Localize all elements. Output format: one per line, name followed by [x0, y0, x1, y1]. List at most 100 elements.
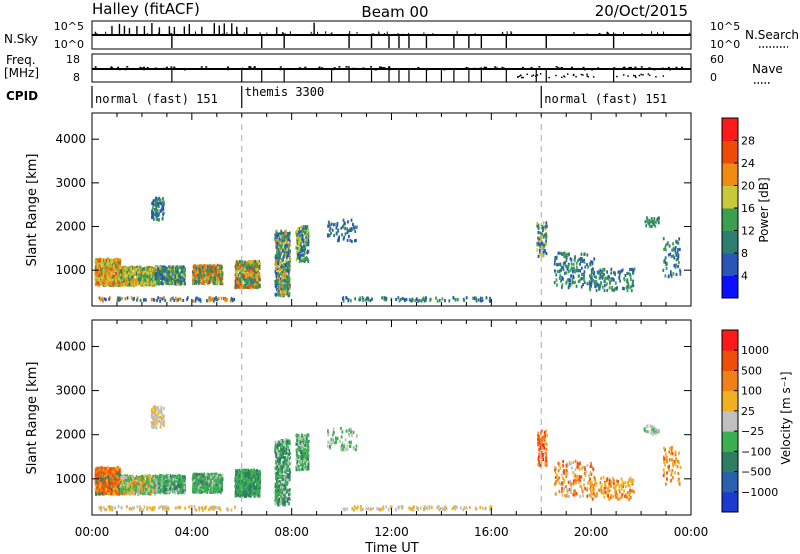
echo-cell	[94, 277, 97, 281]
echo-cell	[122, 266, 125, 270]
echo-cell	[117, 480, 120, 484]
echo-cell	[106, 469, 108, 473]
echo-cell	[590, 268, 593, 272]
echo-cell	[243, 276, 246, 281]
echo-cell	[647, 221, 650, 226]
echo-cell	[281, 258, 283, 262]
echo-cell	[253, 264, 256, 268]
echo-cell	[577, 280, 580, 284]
echo-cell	[569, 268, 572, 272]
echo-cell	[161, 272, 164, 276]
echo-cell	[288, 241, 291, 245]
echo-cell	[119, 471, 122, 475]
echo-cell	[101, 491, 104, 495]
echo-cell	[565, 255, 568, 260]
echo-cell	[255, 270, 258, 274]
freq-dot	[485, 66, 488, 69]
echo-cell	[158, 274, 161, 279]
freq-dot	[555, 66, 558, 68]
echo-cell	[352, 222, 354, 226]
echo-cell	[601, 270, 604, 274]
echo-cell	[544, 233, 546, 237]
echo-cell	[96, 484, 99, 488]
nsearch-label: N.Search	[745, 28, 799, 42]
echo-cell	[336, 223, 339, 228]
echo-cell	[94, 473, 97, 477]
echo-cell	[180, 273, 183, 277]
freq-dot	[679, 68, 682, 70]
echo-cell	[567, 286, 570, 290]
echo-cell	[283, 284, 286, 288]
echo-cell	[285, 283, 287, 287]
echo-cell	[198, 275, 200, 280]
echo-cell	[277, 276, 279, 280]
echo-cell	[239, 280, 242, 284]
echo-cell	[280, 287, 283, 291]
power-colorbar-tick-label: 24	[741, 157, 755, 170]
echo-cell	[205, 264, 207, 268]
echo-cell	[142, 267, 144, 271]
echo-cell	[539, 244, 542, 249]
echo-cell	[580, 252, 583, 256]
echo-cell	[145, 282, 148, 287]
echo-cell	[333, 222, 336, 227]
echo-cell	[108, 281, 111, 285]
echo-cell	[106, 269, 109, 273]
echo-cell	[106, 277, 109, 281]
echo-cell	[664, 248, 667, 252]
echo-cell	[630, 284, 633, 289]
echo-cell	[104, 466, 107, 471]
echo-cell	[101, 480, 104, 484]
echo-cell	[435, 296, 437, 300]
echo-cell	[221, 279, 224, 284]
echo-cell	[158, 197, 161, 201]
echo-cell	[542, 234, 545, 239]
echo-cell	[568, 283, 571, 287]
echo-cell	[241, 280, 244, 284]
echo-cell	[251, 267, 254, 272]
nave-dot	[642, 74, 644, 76]
echo-cell	[129, 273, 132, 278]
echo-cell	[171, 280, 174, 284]
freq-dot	[94, 66, 97, 68]
echo-cell	[385, 296, 388, 301]
echo-cell	[355, 225, 358, 229]
echo-cell	[342, 224, 345, 228]
echo-cell	[595, 275, 597, 279]
echo-cell	[575, 269, 578, 273]
echo-cell	[106, 274, 109, 278]
echo-cell	[164, 280, 167, 284]
freq-dot	[634, 66, 637, 69]
echo-cell	[657, 221, 660, 225]
echo-cell	[284, 270, 286, 274]
echo-cell	[245, 273, 248, 277]
echo-cell	[104, 265, 107, 270]
echo-cell	[302, 249, 305, 253]
echo-cell	[96, 472, 99, 476]
echo-cell	[98, 471, 101, 475]
echo-cell	[210, 269, 213, 274]
echo-cell	[112, 474, 114, 478]
echo-cell	[346, 227, 349, 231]
echo-cell	[541, 246, 544, 250]
echo-cell	[354, 229, 357, 234]
echo-cell	[158, 296, 161, 301]
echo-cell	[275, 271, 278, 276]
echo-cell	[142, 274, 145, 278]
echo-cell	[130, 296, 133, 300]
echo-cell	[305, 228, 308, 232]
echo-cell	[99, 490, 102, 494]
echo-cell	[240, 266, 243, 270]
echo-cell	[118, 296, 121, 300]
echo-cell	[144, 298, 147, 302]
freq-strip	[91, 53, 692, 83]
echo-cell	[463, 298, 466, 303]
echo-cell	[123, 271, 126, 275]
echo-cell	[106, 271, 108, 275]
echo-cell	[199, 268, 202, 272]
freq-dot	[321, 67, 324, 69]
echo-cell	[111, 484, 113, 488]
echo-cell	[157, 267, 160, 271]
echo-cell	[597, 271, 600, 275]
echo-cell	[109, 476, 112, 480]
